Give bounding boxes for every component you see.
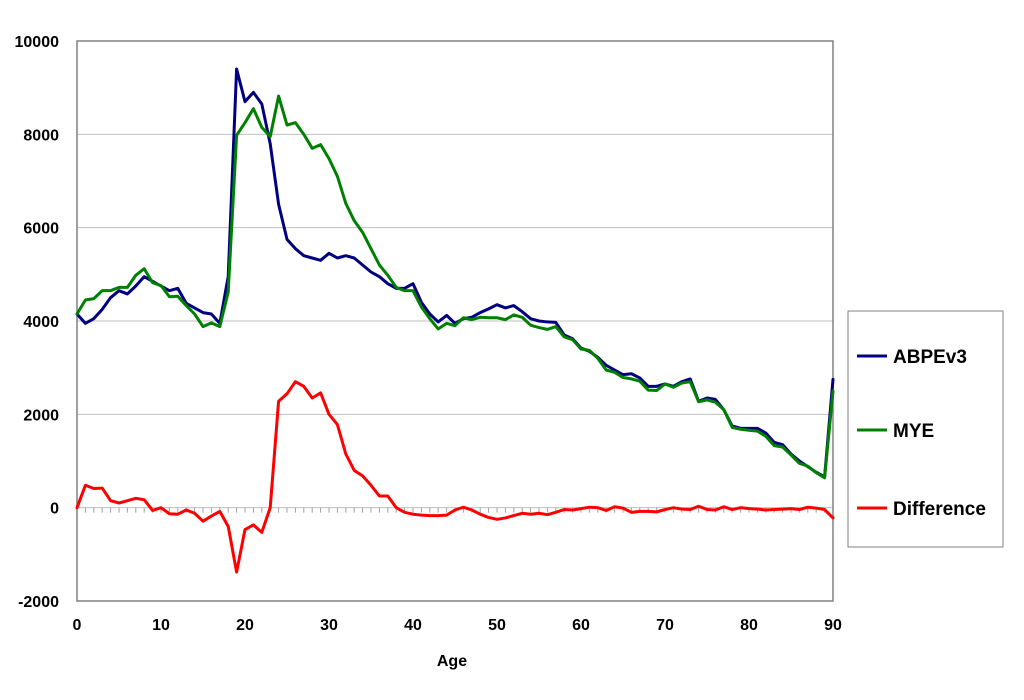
x-tick-label: 60	[572, 617, 590, 634]
y-tick-label: 10000	[15, 34, 60, 51]
legend-label-abpev3: ABPEv3	[893, 347, 967, 368]
x-tick-label: 30	[320, 617, 338, 634]
y-tick-label: 6000	[23, 221, 59, 238]
x-tick-label: 40	[404, 617, 422, 634]
y-axis-ticks: -2000 0 2000 4000 6000 8000 10000	[15, 34, 60, 611]
x-axis-ticks: 0 10 20 30 40 50 60 70 80 90	[73, 617, 842, 634]
legend-label-difference: Difference	[893, 499, 986, 520]
x-tick-label: 0	[73, 617, 82, 634]
series-line-difference	[75, 380, 835, 574]
y-tick-label: 4000	[23, 314, 59, 331]
series-line-mye	[75, 94, 835, 480]
y-tick-label: -2000	[18, 594, 59, 611]
series-lines	[75, 67, 835, 574]
y-tick-label: 0	[50, 501, 59, 518]
x-tick-label: 20	[236, 617, 254, 634]
legend-label-mye: MYE	[893, 421, 934, 442]
x-tick-label: 80	[740, 617, 758, 634]
plot-border	[76, 40, 834, 602]
x-tick-label: 90	[824, 617, 842, 634]
x-tick-label: 50	[488, 617, 506, 634]
series-line-abpev3	[75, 67, 835, 479]
x-axis-title: Age	[437, 653, 467, 670]
y-tick-label: 8000	[23, 127, 59, 144]
y-tick-label: 2000	[23, 407, 59, 424]
x-tick-label: 10	[152, 617, 170, 634]
legend: ABPEv3 MYE Difference	[847, 310, 1004, 548]
x-tick-label: 70	[656, 617, 674, 634]
